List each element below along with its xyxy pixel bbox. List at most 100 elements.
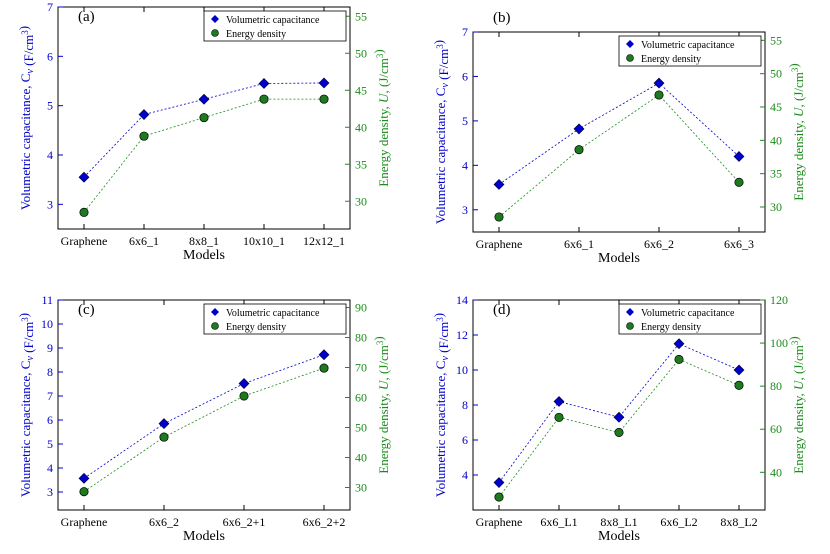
- legend-marker-capacitance: [211, 308, 219, 316]
- legend-label-capacitance: Volumetric capacitance: [226, 15, 320, 26]
- ytick-right-label: 40: [770, 133, 782, 147]
- ytick-right-label: 50: [355, 46, 367, 60]
- ytick-right-label: 45: [770, 100, 782, 114]
- panel-d: 4 6 8 10 12 14 40 60 80 100 120 Graphene 6x6_L1 8x8_L…: [431, 293, 806, 544]
- legend-marker-capacitance: [211, 15, 219, 23]
- legend-box: [203, 10, 347, 42]
- energy-point: [79, 207, 89, 217]
- xtick-label: 6x6_3: [724, 237, 754, 251]
- legend-marker-energy: [211, 322, 219, 330]
- x-axis-label: Models: [183, 529, 225, 544]
- capacitance-point: [158, 418, 170, 430]
- ytick-left-label: 10: [41, 317, 53, 331]
- ytick-right-label: 55: [355, 9, 367, 23]
- energy-point: [494, 492, 504, 502]
- capacitance-point: [78, 171, 90, 183]
- legend: Volumetric capacitance Energy density: [203, 10, 347, 42]
- ytick-left-label: 4: [47, 461, 53, 475]
- ytick-left-label: 8: [47, 365, 53, 379]
- ytick-right-label: 60: [355, 391, 367, 405]
- capacitance-point: [673, 338, 685, 350]
- ytick-right-label: 50: [355, 421, 367, 435]
- energy-point: [734, 380, 744, 390]
- y-axis-label-right: Energy density, U, (J/cm3): [786, 336, 806, 473]
- ytick-right-label: 50: [770, 67, 782, 81]
- xtick-label: 8x8_L1: [600, 515, 637, 529]
- ytick-left-label: 5: [47, 437, 53, 451]
- energy-point: [79, 487, 89, 497]
- ytick-left-label: 9: [47, 341, 53, 355]
- ytick-left-label: 3: [47, 197, 53, 211]
- capacitance-point: [653, 77, 665, 89]
- ytick-left-label: 7: [462, 25, 468, 39]
- energy-point: [259, 94, 269, 104]
- xtick-label: 12x12_1: [303, 234, 345, 248]
- energy-point: [574, 145, 584, 155]
- energy-point: [159, 432, 169, 442]
- ytick-right-label: 90: [355, 301, 367, 315]
- ytick-left-label: 14: [456, 293, 468, 307]
- xtick-label: Graphene: [476, 237, 523, 251]
- ytick-left-label: 4: [47, 148, 53, 162]
- legend: Volumetric capacitance Energy density: [203, 303, 347, 335]
- xtick-label: 10x10_1: [243, 234, 285, 248]
- capacitance-point: [198, 93, 210, 105]
- capacitance-point: [493, 179, 505, 190]
- xtick-label: 6x6_L2: [660, 515, 697, 529]
- series-line-energy: [83, 98, 324, 213]
- energy-point: [139, 131, 149, 141]
- xtick-label: 6x6_1: [564, 237, 594, 251]
- capacitance-point: [138, 109, 150, 120]
- y-axis-label-left: Volumetric capacitance, Cv (F/cm3): [431, 313, 451, 497]
- legend-marker-capacitance: [626, 308, 634, 316]
- energy-point: [674, 354, 684, 364]
- ytick-left-label: 6: [47, 413, 53, 427]
- series-line-capacitance: [498, 82, 740, 185]
- ytick-left-label: 11: [41, 293, 53, 307]
- capacitance-point: [493, 477, 505, 488]
- ytick-left-label: 4: [462, 468, 468, 482]
- y-axis-label-left: Volumetric capacitance, Cv (F/cm3): [16, 313, 36, 497]
- legend-label-energy: Energy density: [641, 322, 701, 333]
- energy-point: [654, 90, 664, 100]
- ytick-left-label: 12: [456, 328, 468, 342]
- ytick-left-label: 7: [47, 389, 53, 403]
- plot-frame: [472, 31, 766, 233]
- ytick-right-label: 70: [355, 361, 367, 375]
- capacitance-point: [238, 378, 250, 389]
- xtick-label: Graphene: [476, 515, 523, 529]
- xtick-label: 8x8_L2: [720, 515, 757, 529]
- panel-label: (d): [493, 302, 511, 318]
- legend-marker-energy: [211, 29, 219, 37]
- capacitance-point: [78, 472, 90, 484]
- plot-frame: [57, 299, 351, 511]
- energy-point: [239, 391, 249, 401]
- energy-point: [319, 94, 329, 104]
- ytick-right-label: 35: [770, 167, 782, 181]
- ytick-left-label: 8: [462, 398, 468, 412]
- capacitance-point: [258, 78, 270, 89]
- panel-label: (c): [78, 302, 95, 318]
- ytick-right-label: 55: [770, 33, 782, 47]
- ytick-right-label: 40: [355, 120, 367, 134]
- series-line-energy: [83, 367, 325, 493]
- ytick-left-label: 3: [47, 485, 53, 499]
- capacitance-point: [553, 396, 565, 407]
- ytick-right-label: 100: [770, 336, 788, 350]
- xtick-label: 6x6_2+1: [223, 515, 266, 529]
- ytick-left-label: 6: [462, 69, 468, 83]
- energy-point: [614, 427, 624, 438]
- ytick-left-label: 6: [462, 433, 468, 447]
- ytick-left-label: 10: [456, 363, 468, 377]
- y-axis-label-right: Energy density, U, (J/cm3): [371, 49, 391, 186]
- ytick-right-label: 40: [770, 465, 782, 479]
- capacitance-point: [733, 364, 745, 376]
- energy-point: [199, 113, 209, 123]
- energy-point: [554, 412, 564, 422]
- y-axis-label-left: Volumetric capacitance, Cv (F/cm3): [16, 26, 36, 210]
- xtick-label: 8x8_1: [189, 234, 219, 248]
- energy-point: [494, 212, 504, 222]
- legend-marker-energy: [626, 322, 634, 330]
